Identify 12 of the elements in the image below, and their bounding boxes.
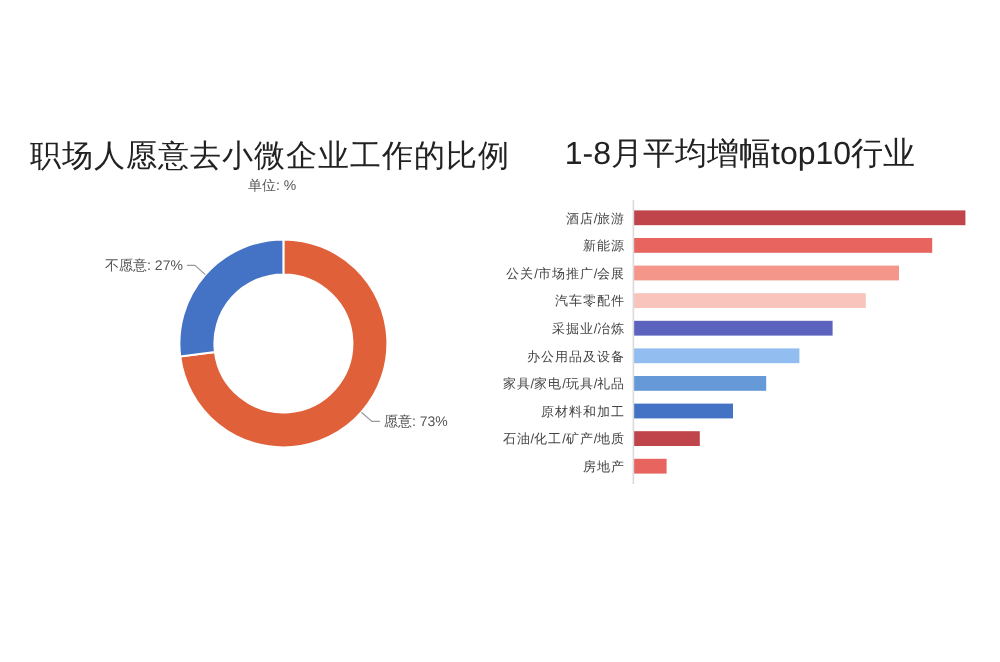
bar xyxy=(633,238,933,253)
bar xyxy=(633,458,667,474)
bar xyxy=(633,320,833,336)
bar xyxy=(633,265,899,281)
chart-title: 1-8月平均增幅top10行业 xyxy=(564,136,916,172)
bar xyxy=(633,293,866,308)
bar xyxy=(633,403,733,419)
bar xyxy=(633,348,800,364)
bar xyxy=(633,376,767,391)
bar xyxy=(633,431,700,446)
chart-title: 职场人愿意去小微企业工作的比例 xyxy=(30,138,510,174)
bar xyxy=(633,210,966,226)
